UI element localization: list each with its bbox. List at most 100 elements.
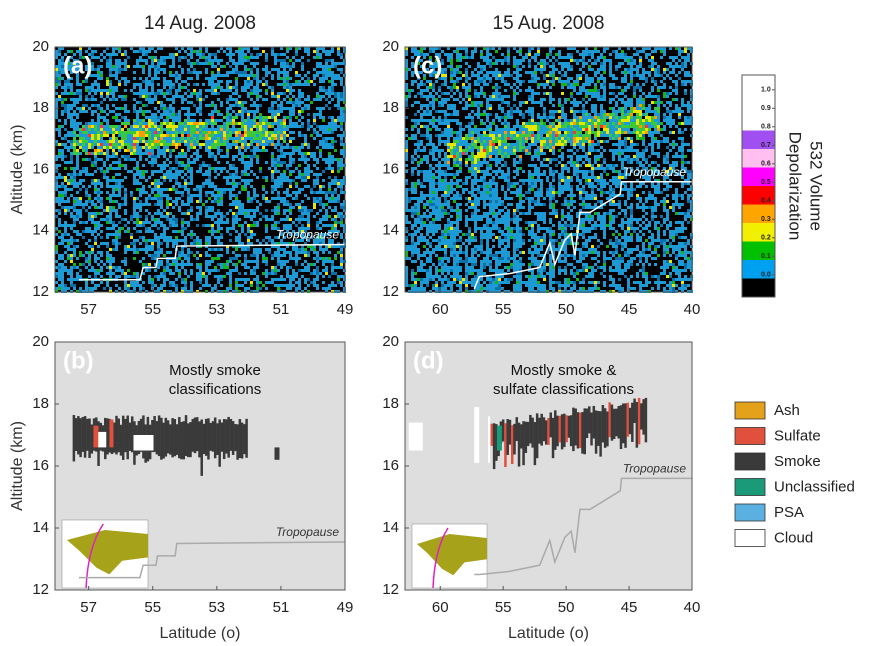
- backscatter-pixel: [235, 140, 238, 143]
- backscatter-pixel: [334, 92, 337, 95]
- backscatter-pixel: [79, 263, 82, 266]
- backscatter-pixel: [193, 140, 196, 143]
- backscatter-pixel: [408, 92, 411, 95]
- x-tick-label: 53: [208, 301, 225, 318]
- backscatter-pixel: [97, 182, 100, 185]
- backscatter-pixel: [91, 221, 94, 224]
- backscatter-pixel: [295, 167, 298, 170]
- backscatter-pixel: [253, 194, 256, 197]
- backscatter-pixel: [420, 200, 423, 203]
- backscatter-pixel: [214, 269, 217, 272]
- backscatter-pixel: [289, 251, 292, 254]
- backscatter-pixel: [55, 281, 58, 284]
- backscatter-pixel: [163, 62, 166, 65]
- backscatter-pixel: [241, 227, 244, 230]
- backscatter-pixel: [331, 224, 334, 227]
- backscatter-pixel: [85, 152, 88, 155]
- backscatter-pixel: [73, 122, 76, 125]
- backscatter-pixel: [256, 107, 259, 110]
- backscatter-pixel: [61, 110, 64, 113]
- backscatter-pixel: [169, 104, 172, 107]
- backscatter-pixel: [429, 119, 432, 122]
- backscatter-pixel: [414, 188, 417, 191]
- backscatter-pixel: [109, 185, 112, 188]
- backscatter-pixel: [295, 203, 298, 206]
- backscatter-pixel: [429, 101, 432, 104]
- backscatter-pixel: [97, 245, 100, 248]
- backscatter-pixel: [411, 71, 414, 74]
- backscatter-pixel: [106, 122, 109, 125]
- backscatter-pixel: [220, 134, 223, 137]
- backscatter-pixel: [121, 269, 124, 272]
- backscatter-pixel: [193, 188, 196, 191]
- backscatter-pixel: [328, 200, 331, 203]
- backscatter-pixel: [109, 215, 112, 218]
- backscatter-pixel: [199, 98, 202, 101]
- backscatter-pixel: [429, 137, 432, 140]
- backscatter-pixel: [181, 227, 184, 230]
- backscatter-pixel: [253, 188, 256, 191]
- backscatter-pixel: [268, 131, 271, 134]
- backscatter-pixel: [64, 269, 67, 272]
- backscatter-pixel: [337, 158, 340, 161]
- backscatter-pixel: [55, 113, 58, 116]
- backscatter-pixel: [178, 56, 181, 59]
- backscatter-pixel: [130, 131, 133, 134]
- backscatter-pixel: [166, 125, 169, 128]
- backscatter-pixel: [295, 224, 298, 227]
- backscatter-pixel: [304, 158, 307, 161]
- backscatter-pixel: [106, 107, 109, 110]
- backscatter-pixel: [423, 215, 426, 218]
- backscatter-pixel: [109, 209, 112, 212]
- backscatter-pixel: [292, 221, 295, 224]
- backscatter-pixel: [97, 188, 100, 191]
- backscatter-pixel: [196, 170, 199, 173]
- backscatter-pixel: [142, 152, 145, 155]
- backscatter-pixel: [405, 179, 408, 182]
- backscatter-pixel: [136, 248, 139, 251]
- backscatter-pixel: [205, 179, 208, 182]
- backscatter-pixel: [313, 137, 316, 140]
- backscatter-pixel: [241, 209, 244, 212]
- backscatter-pixel: [235, 137, 238, 140]
- backscatter-pixel: [292, 125, 295, 128]
- backscatter-pixel: [316, 200, 319, 203]
- backscatter-pixel: [232, 200, 235, 203]
- backscatter-pixel: [316, 191, 319, 194]
- backscatter-pixel: [79, 215, 82, 218]
- backscatter-pixel: [334, 119, 337, 122]
- backscatter-pixel: [283, 200, 286, 203]
- backscatter-pixel: [292, 104, 295, 107]
- backscatter-pixel: [268, 281, 271, 284]
- backscatter-pixel: [97, 77, 100, 80]
- backscatter-pixel: [298, 176, 301, 179]
- backscatter-pixel: [145, 131, 148, 134]
- backscatter-pixel: [205, 182, 208, 185]
- backscatter-pixel: [247, 239, 250, 242]
- backscatter-pixel: [196, 194, 199, 197]
- backscatter-pixel: [256, 278, 259, 281]
- backscatter-pixel: [325, 128, 328, 131]
- backscatter-pixel: [232, 53, 235, 56]
- backscatter-pixel: [250, 254, 253, 257]
- backscatter-pixel: [142, 113, 145, 116]
- backscatter-pixel: [325, 161, 328, 164]
- backscatter-pixel: [64, 68, 67, 71]
- backscatter-pixel: [76, 152, 79, 155]
- backscatter-pixel: [328, 167, 331, 170]
- backscatter-pixel: [417, 83, 420, 86]
- backscatter-pixel: [115, 131, 118, 134]
- backscatter-pixel: [106, 119, 109, 122]
- backscatter-pixel: [265, 92, 268, 95]
- backscatter-pixel: [280, 143, 283, 146]
- backscatter-pixel: [319, 272, 322, 275]
- backscatter-pixel: [85, 143, 88, 146]
- backscatter-pixel: [178, 86, 181, 89]
- backscatter-pixel: [331, 218, 334, 221]
- backscatter-pixel: [417, 287, 420, 290]
- backscatter-pixel: [301, 125, 304, 128]
- backscatter-pixel: [229, 143, 232, 146]
- backscatter-pixel: [253, 104, 256, 107]
- backscatter-pixel: [313, 173, 316, 176]
- backscatter-pixel: [307, 170, 310, 173]
